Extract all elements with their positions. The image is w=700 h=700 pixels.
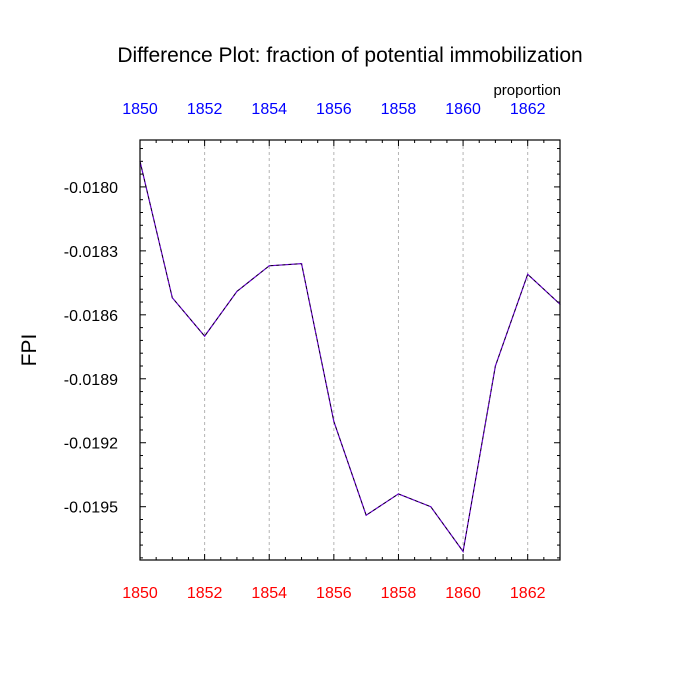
x-tick-label-top-1858: 1858 [381,101,417,118]
data-point-1854 [268,265,270,267]
units-label: proportion [493,82,561,99]
y-tick-label--0.0192: -0.0192 [64,436,118,453]
y-tick-label--0.0195: -0.0195 [64,500,118,517]
y-tick-label--0.0180: -0.0180 [64,180,118,197]
x-gridlines [139,140,529,560]
data-point-1855 [300,263,303,265]
x-tick-label-top-1862: 1862 [510,101,546,118]
x-tick-label-bottom-1860: 1860 [445,585,481,602]
x-tick-label-bottom-1856: 1856 [316,585,352,602]
data-point-1852 [204,335,206,337]
y-tick-label--0.0189: -0.0189 [64,372,118,389]
data-point-1851 [171,297,173,299]
tick-labels: 1850 1850 1852 1852 1854 1854 1856 1856 1858 1858… [64,101,546,602]
data-series [139,160,561,553]
x-tick-label-bottom-1858: 1858 [381,585,417,602]
data-point-1862 [527,273,529,275]
y-tick-label--0.0186: -0.0186 [64,308,118,325]
data-point-1856 [333,420,335,423]
x-tick-label-top-1856: 1856 [316,101,352,118]
x-tick-label-bottom-1850: 1850 [122,585,158,602]
y-axis-label: FPI [18,334,41,367]
data-point-1858 [397,493,400,495]
y-tick-label--0.0183: -0.0183 [64,244,118,261]
x-tick-label-top-1852: 1852 [187,101,223,118]
plot-frame [139,139,561,561]
data-point-1861 [494,365,496,367]
chart-title: Difference Plot: fraction of potential i… [117,44,582,67]
x-tick-label-bottom-1852: 1852 [187,585,223,602]
x-tick-label-top-1850: 1850 [122,101,158,118]
x-tick-label-bottom-1862: 1862 [510,585,546,602]
x-tick-label-top-1854: 1854 [251,101,287,118]
axis-ticks [139,140,561,560]
x-tick-label-bottom-1854: 1854 [251,585,287,602]
data-point-1860 [462,550,464,553]
data-point-1859 [430,506,432,508]
x-tick-label-top-1860: 1860 [445,101,481,118]
data-point-1857 [365,514,367,516]
series-line-dash [139,161,561,553]
series-line [139,161,561,553]
data-point-1853 [236,290,238,292]
